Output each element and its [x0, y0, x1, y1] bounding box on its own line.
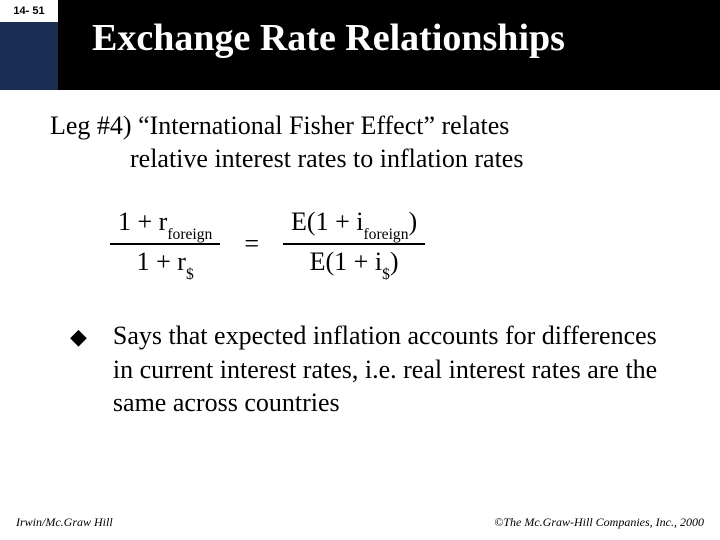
bullet-row: ◆ Says that expected inflation accounts …: [50, 319, 670, 419]
bullet-icon: ◆: [50, 319, 87, 352]
footer: Irwin/Mc.Graw Hill ©The Mc.Graw-Hill Com…: [0, 515, 720, 530]
leg-line-1: Leg #4) “International Fisher Effect” re…: [50, 111, 509, 140]
leg-line-2: relative interest rates to inflation rat…: [50, 143, 670, 176]
right-denominator: E(1 + i$): [302, 245, 407, 283]
header-bar: 14- 51 Exchange Rate Relationships: [0, 0, 720, 90]
bullet-text: Says that expected inflation accounts fo…: [113, 319, 670, 419]
footer-right: ©The Mc.Graw-Hill Companies, Inc., 2000: [494, 515, 704, 530]
fraction-left: 1 + rforeign 1 + r$: [110, 205, 220, 283]
formula: 1 + rforeign 1 + r$ = E(1 + iforeign) E(…: [110, 205, 670, 283]
corner-accent: [0, 22, 58, 90]
slide-number: 14- 51: [13, 5, 44, 17]
slide-number-box: 14- 51: [0, 0, 58, 22]
right-numerator: E(1 + iforeign): [283, 205, 425, 243]
fraction-right: E(1 + iforeign) E(1 + i$): [283, 205, 425, 283]
footer-left: Irwin/Mc.Graw Hill: [16, 515, 113, 530]
left-denominator: 1 + r$: [129, 245, 202, 283]
content-area: Leg #4) “International Fisher Effect” re…: [0, 110, 720, 419]
leg-paragraph: Leg #4) “International Fisher Effect” re…: [50, 110, 670, 175]
left-numerator: 1 + rforeign: [110, 205, 220, 243]
slide-title: Exchange Rate Relationships: [92, 16, 565, 60]
equals-sign: =: [244, 229, 259, 259]
